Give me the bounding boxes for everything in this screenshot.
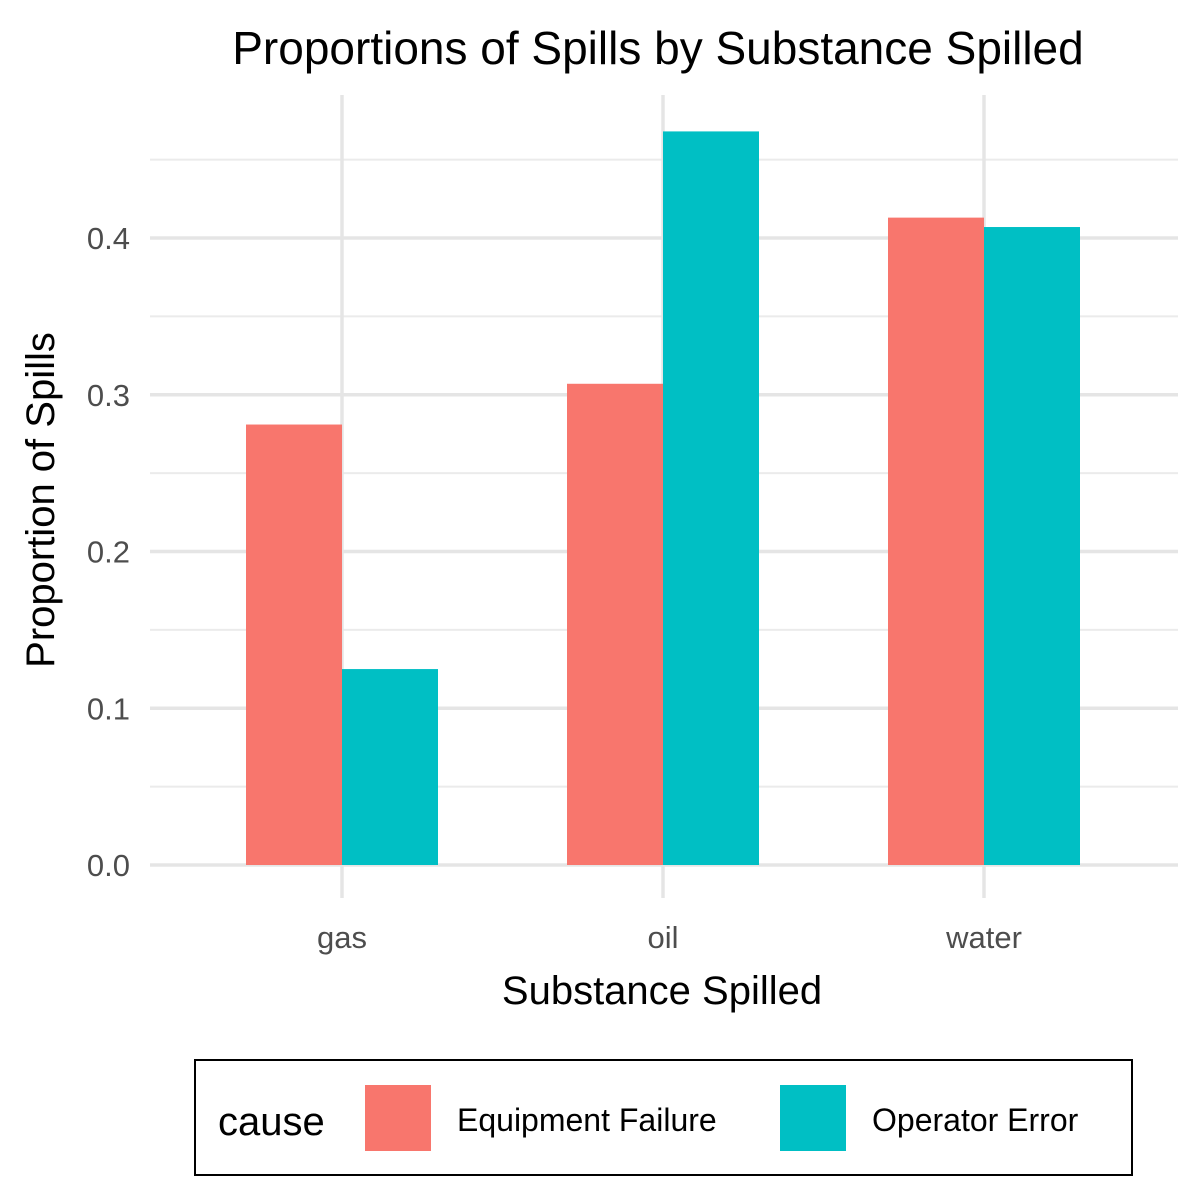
chart-title: Proportions of Spills by Substance Spill… bbox=[232, 22, 1083, 74]
x-axis-title: Substance Spilled bbox=[502, 969, 822, 1013]
legend-label: Operator Error bbox=[872, 1102, 1079, 1138]
x-axis-ticks: gas oil water bbox=[317, 920, 1022, 955]
legend: cause Equipment Failure Operator Error bbox=[194, 1059, 1133, 1176]
bar-oil-series2 bbox=[663, 131, 759, 865]
bar-oil-series1 bbox=[567, 383, 663, 865]
bars bbox=[246, 131, 1080, 866]
bar-gas-series2 bbox=[342, 669, 438, 865]
legend-title: cause bbox=[218, 1100, 325, 1144]
legend-frame bbox=[194, 1059, 1133, 1176]
y-tick-label: 0.3 bbox=[87, 378, 130, 413]
legend-key bbox=[780, 1085, 846, 1151]
x-tick-label: water bbox=[945, 920, 1022, 955]
y-tick-label: 0.4 bbox=[87, 221, 130, 256]
bar-gas-series1 bbox=[246, 424, 342, 865]
y-tick-label: 0.2 bbox=[87, 535, 130, 570]
y-tick-label: 0.0 bbox=[87, 848, 130, 883]
legend-key bbox=[365, 1085, 431, 1151]
legend-label: Equipment Failure bbox=[457, 1102, 717, 1138]
x-tick-label: oil bbox=[647, 920, 678, 955]
x-tick-label: gas bbox=[317, 920, 367, 955]
y-tick-label: 0.1 bbox=[87, 691, 130, 726]
bar-water-series1 bbox=[888, 217, 984, 865]
y-axis-title: Proportion of Spills bbox=[19, 332, 63, 668]
bar-water-series2 bbox=[984, 227, 1080, 866]
y-axis-ticks: 0.0 0.1 0.2 0.3 0.4 bbox=[87, 221, 130, 883]
